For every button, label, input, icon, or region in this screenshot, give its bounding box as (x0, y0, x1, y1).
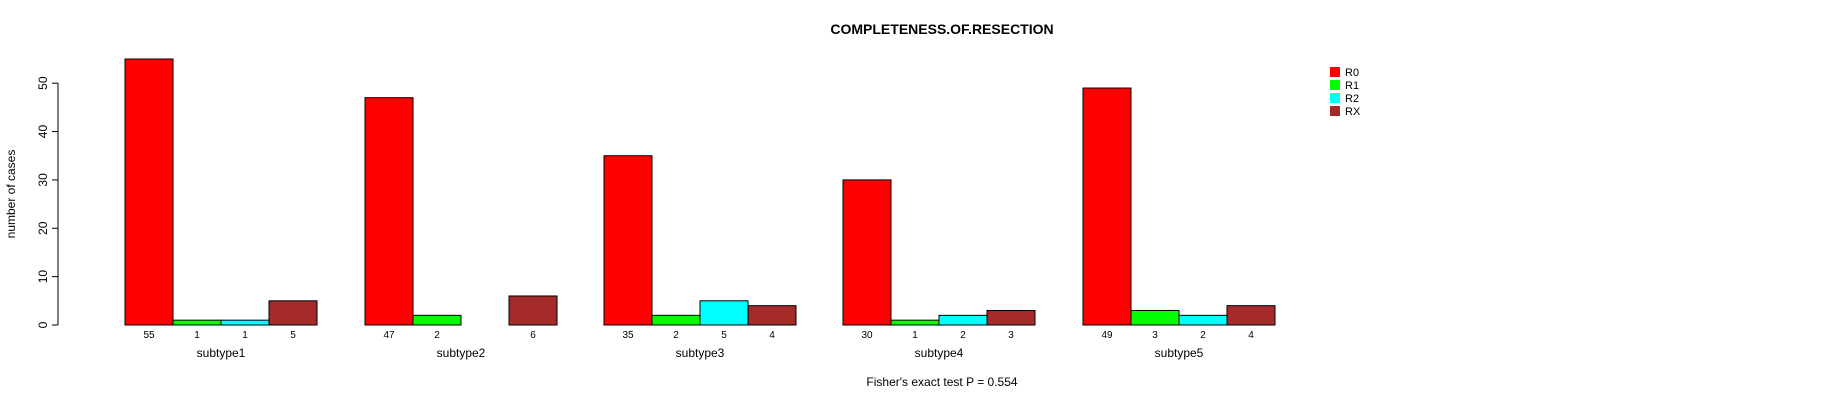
bar-subtype1-R2 (220, 319, 270, 326)
bar-subtype3-R0 (603, 155, 653, 326)
category-label: subtype4 (915, 346, 964, 360)
bar-subtype3-R2 (699, 300, 749, 326)
bar-value-label: 35 (622, 330, 634, 341)
bars-group: 55 1 1 5 subtype1 47 2 6 subtype2 35 2 5 4 subtype3 30… (124, 58, 1276, 360)
bar-subtype2-R0 (364, 97, 414, 326)
bar-value-label: 2 (673, 330, 679, 341)
y-tick-label: 30 (36, 173, 50, 187)
y-tick-label: 20 (36, 221, 50, 235)
chart-title: COMPLETENESS.OF.RESECTION (830, 21, 1053, 37)
bar-value-label: 1 (912, 330, 918, 341)
legend-label: R1 (1345, 80, 1359, 92)
bar-subtype1-RX (268, 300, 318, 326)
legend-label: R2 (1345, 93, 1359, 105)
bar-value-label: 2 (1200, 330, 1206, 341)
bar-value-label: 49 (1101, 330, 1113, 341)
legend-label: RX (1345, 106, 1361, 118)
bar-value-label: 5 (721, 330, 727, 341)
category-label: subtype5 (1155, 346, 1204, 360)
bar-subtype1-R0 (124, 58, 174, 326)
bar-value-label: 30 (861, 330, 873, 341)
y-tick-label: 0 (36, 321, 50, 328)
bar-subtype2-R1 (412, 314, 462, 326)
y-tick-label: 50 (36, 76, 50, 90)
bar-subtype5-R2 (1178, 314, 1228, 326)
legend-swatch-R1 (1330, 80, 1340, 90)
bar-subtype4-RX (986, 309, 1036, 326)
bar-value-label: 1 (242, 330, 248, 341)
bar-subtype3-RX (747, 305, 797, 326)
legend-swatch-R2 (1330, 93, 1340, 103)
bar-subtype5-R1 (1130, 309, 1180, 326)
bar-value-label: 2 (960, 330, 966, 341)
category-label: subtype1 (197, 346, 246, 360)
bar-subtype5-RX (1226, 305, 1276, 326)
bar-value-label: 6 (530, 330, 536, 341)
bar-value-label: 55 (143, 330, 155, 341)
bar-subtype1-R1 (172, 319, 222, 326)
y-tick-label: 40 (36, 125, 50, 139)
legend-label: R0 (1345, 67, 1359, 79)
bar-subtype4-R2 (938, 314, 988, 326)
bar-value-label: 3 (1152, 330, 1158, 341)
fisher-test-note: Fisher's exact test P = 0.554 (866, 375, 1017, 389)
bar-subtype5-R0 (1082, 87, 1132, 326)
y-axis-label: number of cases (4, 150, 18, 239)
bar-subtype4-R1 (890, 319, 940, 326)
bar-value-label: 3 (1008, 330, 1014, 341)
bar-value-label: 4 (1248, 330, 1254, 341)
bar-subtype3-R1 (651, 314, 701, 326)
bar-subtype4-R0 (842, 179, 892, 326)
y-tick-label: 10 (36, 270, 50, 284)
bar-value-label: 5 (290, 330, 296, 341)
legend-swatch-RX (1330, 106, 1340, 116)
legend-swatch-R0 (1330, 67, 1340, 77)
category-label: subtype2 (437, 346, 486, 360)
bar-value-label: 4 (769, 330, 775, 341)
y-axis: 0 10 20 30 40 50 (36, 76, 59, 328)
category-label: subtype3 (676, 346, 725, 360)
bar-subtype2-RX (508, 295, 558, 326)
bar-value-label: 2 (434, 330, 440, 341)
bar-value-label: 1 (194, 330, 200, 341)
bar-value-label: 47 (383, 330, 395, 341)
